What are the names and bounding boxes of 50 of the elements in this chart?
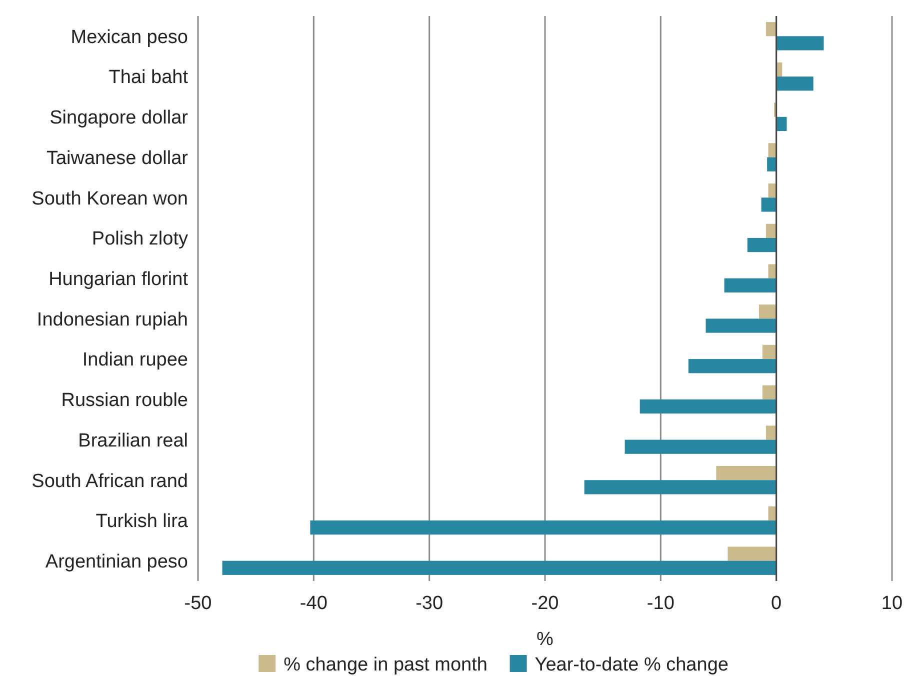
bar (310, 520, 776, 535)
legend-label: Year-to-date % change (534, 654, 728, 676)
bar (766, 426, 776, 440)
x-axis-title: % (536, 629, 554, 650)
bar (640, 399, 776, 414)
y-tick-label: Hungarian florint (48, 268, 189, 290)
x-tick-label: -50 (184, 593, 212, 614)
bar (716, 466, 776, 480)
x-tick-label: 10 (881, 593, 903, 614)
bar (776, 76, 814, 91)
bar (762, 385, 776, 400)
bar (624, 440, 776, 454)
y-tick-label: Taiwanese dollar (46, 148, 189, 169)
bar (768, 506, 776, 520)
bar (766, 22, 776, 36)
x-tick-label: 0 (771, 593, 782, 614)
bar (688, 359, 776, 374)
bar (724, 278, 776, 292)
bar (728, 546, 776, 561)
y-tick-label: Indonesian rupiah (36, 309, 188, 330)
legend-label: % change in past month (284, 654, 488, 676)
x-tick-label: -40 (300, 593, 328, 614)
y-tick-label: Singapore dollar (50, 108, 189, 129)
y-tick-label: Indian rupee (82, 350, 188, 371)
bar (768, 143, 776, 158)
bar (706, 318, 776, 333)
x-tick-label: -10 (646, 593, 674, 614)
bar (762, 344, 776, 360)
y-tick-label: South African rand (32, 470, 188, 492)
bar (768, 264, 776, 278)
y-tick-label: Argentinian peso (45, 551, 188, 572)
bar (776, 116, 787, 132)
x-tick-label: -30 (416, 593, 444, 614)
bar (766, 224, 776, 238)
y-tick-label: Turkish lira (96, 511, 188, 532)
bar (584, 480, 776, 494)
y-tick-label: South Korean won (32, 188, 188, 210)
bar (222, 560, 776, 575)
y-tick-label: Mexican peso (70, 26, 188, 48)
y-tick-label: Russian rouble (61, 390, 188, 412)
x-tick-label: -20 (531, 593, 559, 614)
bar (761, 198, 776, 212)
bar (776, 36, 824, 50)
y-tick-label: Brazilian real (78, 430, 188, 452)
bar (768, 183, 776, 198)
bar (747, 238, 776, 252)
y-tick-label: Polish zloty (92, 228, 188, 250)
y-tick-label: Thai baht (108, 67, 189, 88)
bar (758, 304, 776, 319)
bar (767, 157, 776, 172)
